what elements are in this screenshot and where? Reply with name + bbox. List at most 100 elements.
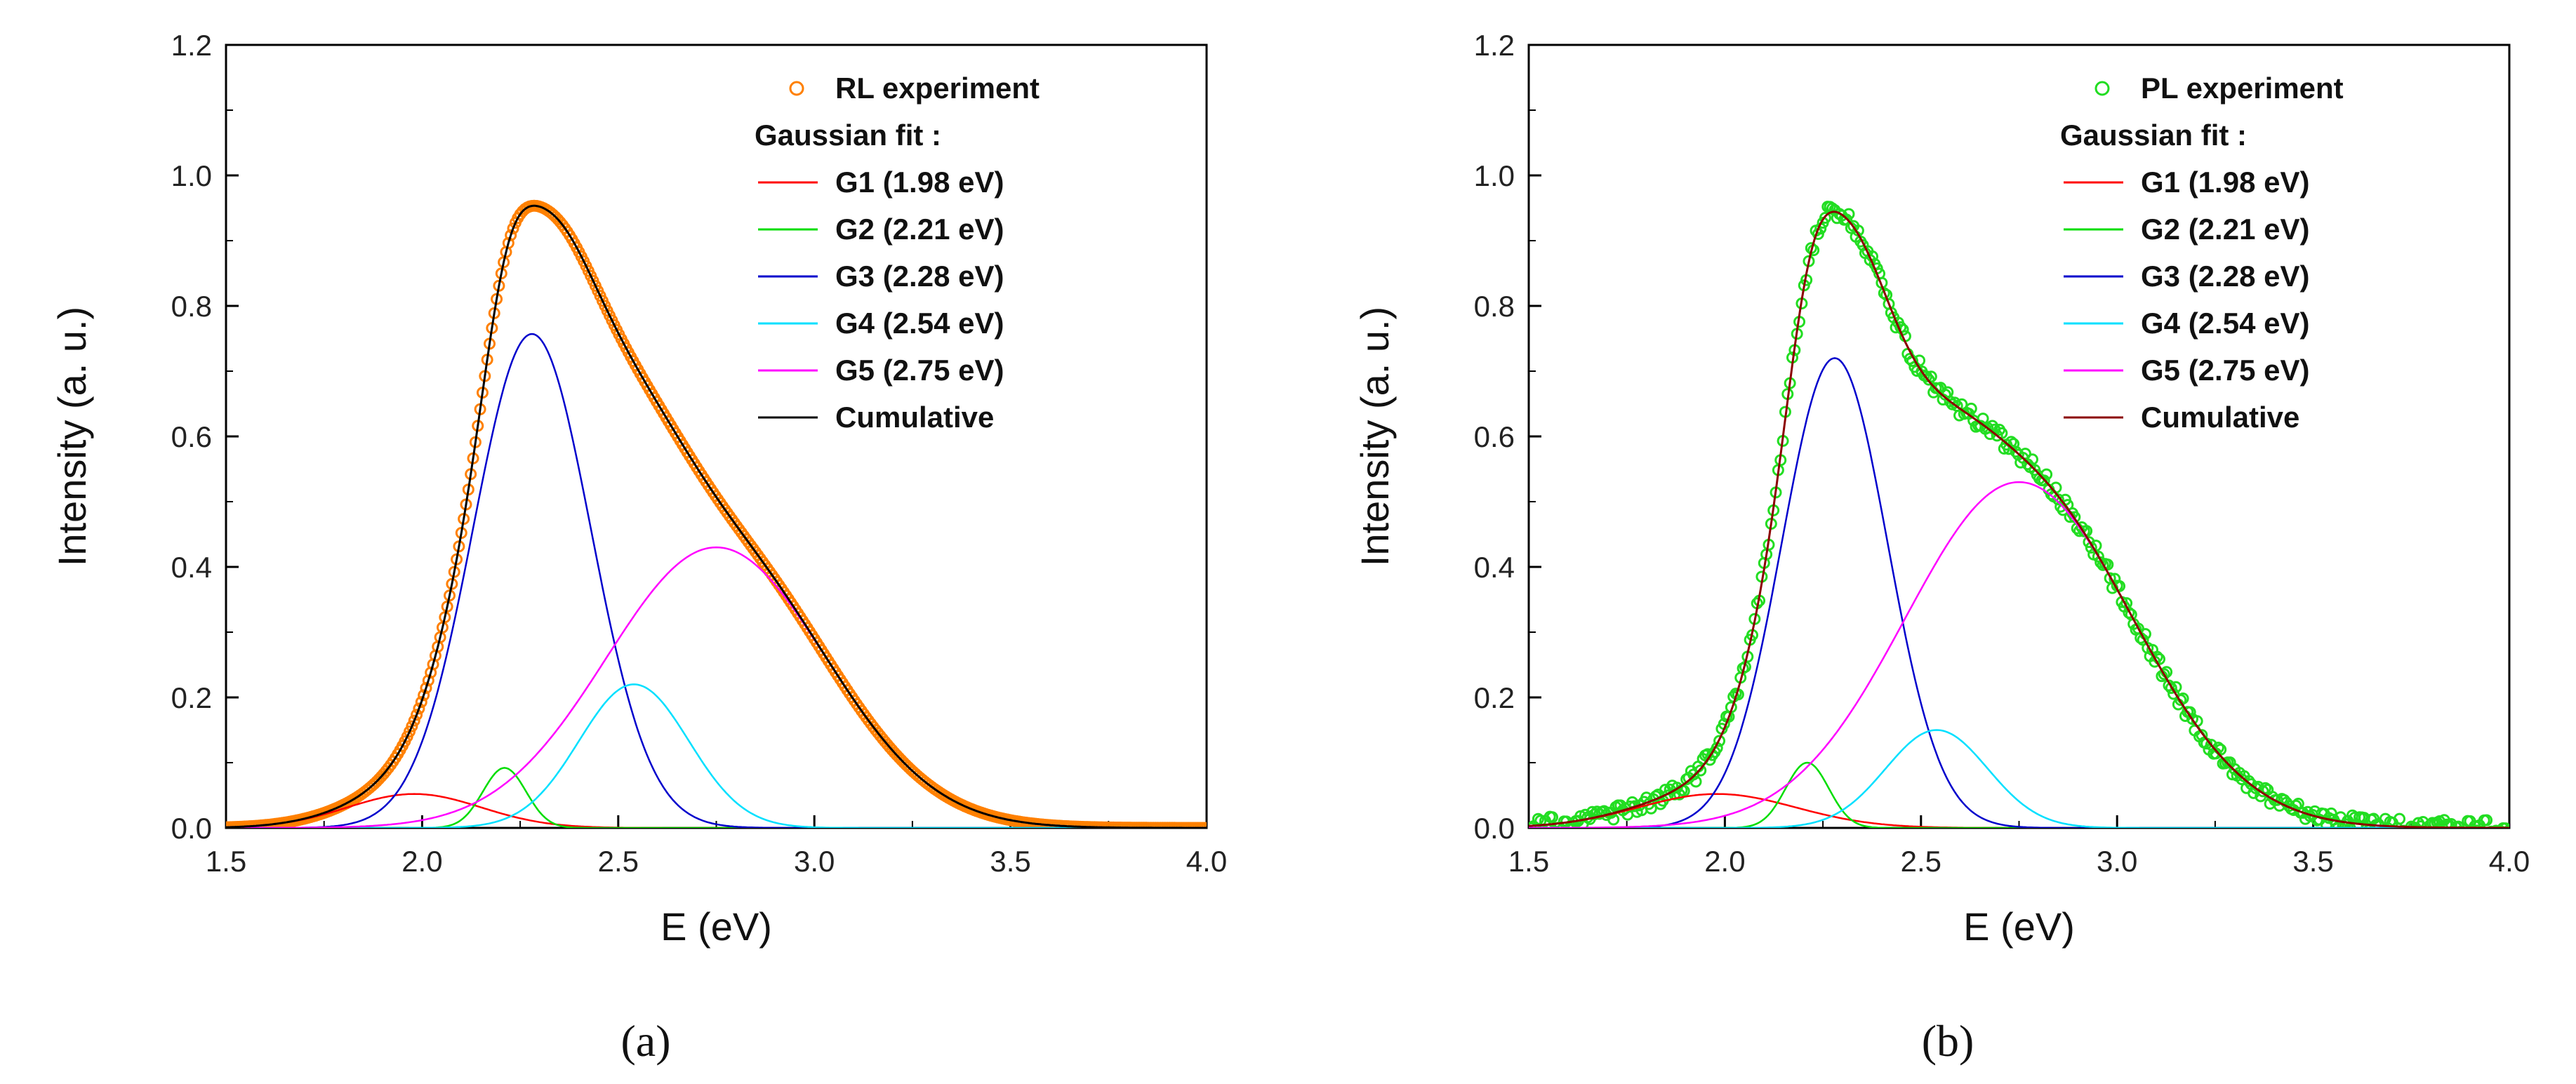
experiment-point <box>406 720 418 732</box>
experiment-point <box>2502 825 2509 828</box>
legend-marker-experiment <box>2094 81 2110 96</box>
legend-label-g3: G3 (2.28 eV) <box>2141 260 2309 293</box>
legend-label-experiment: PL experiment <box>2141 72 2344 105</box>
experiment-point <box>502 236 514 249</box>
experiment-point <box>418 689 430 702</box>
x-tick-label: 2.0 <box>401 845 442 878</box>
legend-label-cumulative: Cumulative <box>2141 401 2299 434</box>
plot-frame <box>225 44 1208 829</box>
x-axis-label: E (eV) <box>660 904 772 949</box>
experiment-point <box>2026 453 2038 466</box>
legend-label-g1: G1 (1.98 eV) <box>835 166 1004 199</box>
chart-panel-a: 1.5 2.0 2.5 3.0 3.5 4.0 0.0 0.2 0.4 0.6 0.8 1.0 1.2 E… <box>50 29 1227 1066</box>
x-tick-label: 3.0 <box>794 845 835 878</box>
experiment-point <box>2471 824 2483 828</box>
plot-area <box>226 199 1207 828</box>
experiment-point <box>2397 829 2407 839</box>
experiment-point <box>2038 474 2050 487</box>
plot-area <box>1529 201 2509 839</box>
legend-label-g4: G4 (2.54 eV) <box>2141 307 2309 340</box>
gaussian-component-g3 <box>226 333 1207 828</box>
legend: PL experiment Gaussian fit : G1 (1.98 eV) G… <box>2060 72 2344 434</box>
plot-frame <box>1527 44 2511 829</box>
experiment-point <box>2394 812 2406 825</box>
experiment-point <box>2040 468 2053 481</box>
gaussian-component-g1 <box>1529 793 2509 828</box>
x-tick-label: 2.5 <box>598 845 639 878</box>
experiment-point <box>2408 827 2410 828</box>
experiment-series <box>1529 201 2509 839</box>
y-tick-label: 1.0 <box>1474 159 1515 192</box>
gaussian-component-g2 <box>1529 761 2509 828</box>
experiment-point <box>2467 825 2478 828</box>
legend-label-experiment: RL experiment <box>835 72 1040 105</box>
x-tick-label: 1.5 <box>206 845 246 878</box>
experiment-series <box>226 199 1207 828</box>
y-tick-label: 0.2 <box>1474 681 1515 714</box>
gaussian-component-g3 <box>1529 357 2509 828</box>
x-tick-label: 3.0 <box>2097 845 2137 878</box>
experiment-point <box>2491 827 2496 828</box>
legend-header-gaussian-fit: Gaussian fit : <box>755 119 941 152</box>
x-tick-label: 3.5 <box>990 845 1030 878</box>
legend-label-g3: G3 (2.28 eV) <box>835 260 1004 293</box>
y-tick-label: 0.6 <box>1474 420 1515 453</box>
experiment-point <box>1713 735 1726 747</box>
x-axis-label: E (eV) <box>1963 904 2075 949</box>
y-axis-label: Intensity (a. u.) <box>1353 307 1397 566</box>
experiment-point <box>2486 825 2496 828</box>
experiment-point <box>1694 764 1707 777</box>
experiment-point <box>408 714 420 727</box>
experiment-point <box>2459 827 2467 828</box>
y-tick-label: 0.4 <box>171 551 212 584</box>
experiment-point <box>2445 818 2457 828</box>
y-tick-label: 0.4 <box>1474 551 1515 584</box>
experiment-point <box>2165 682 2177 695</box>
legend-label-g1: G1 (1.98 eV) <box>2141 166 2309 199</box>
experiment-point <box>2019 448 2031 460</box>
gaussian-component-g1 <box>226 793 1207 828</box>
chart-panel-b: 1.5 2.0 2.5 3.0 3.5 4.0 0.0 0.2 0.4 0.6 0.8 1.0 1.2 E… <box>1353 29 2530 1066</box>
gaussian-component-g5 <box>1529 481 2509 828</box>
gaussian-component-g4 <box>226 683 1207 828</box>
y-tick-label: 0.8 <box>171 290 212 323</box>
x-tick-label: 1.5 <box>1508 845 1549 878</box>
cumulative-fit-line <box>226 204 1207 828</box>
experiment-point <box>2123 606 2135 619</box>
experiment-point <box>422 674 434 687</box>
panel-caption: (a) <box>620 1016 670 1066</box>
experiment-point <box>1689 775 1702 788</box>
experiment-point <box>2377 827 2384 828</box>
legend: RL experiment Gaussian fit : G1 (1.98 eV) G… <box>755 72 1040 434</box>
y-tick-label: 0.6 <box>171 420 212 453</box>
x-tick-label: 2.5 <box>1901 845 1941 878</box>
experiment-point <box>2426 827 2429 828</box>
experiment-point <box>1843 208 1855 220</box>
y-tick-label: 1.2 <box>171 29 212 62</box>
experiment-point <box>1532 827 1539 828</box>
experiment-point <box>439 611 451 624</box>
legend-label-g2: G2 (2.21 eV) <box>835 213 1004 246</box>
experiment-point <box>1996 427 2008 439</box>
experiment-point <box>415 696 427 709</box>
y-tick-label: 0.0 <box>171 812 212 845</box>
legend-header-gaussian-fit: Gaussian fit : <box>2060 119 2247 152</box>
experiment-point <box>411 709 423 721</box>
experiment-point <box>1678 784 1690 797</box>
cumulative-fit-line <box>1529 210 2509 828</box>
legend-label-g5: G5 (2.75 eV) <box>2141 354 2309 387</box>
experiment-point <box>2481 814 2493 827</box>
experiment-point <box>2422 827 2429 828</box>
experiment-point <box>507 222 519 235</box>
experiment-point <box>1546 811 1559 824</box>
x-tick-label: 4.0 <box>1186 845 1227 878</box>
y-tick-label: 1.2 <box>1474 29 1515 62</box>
legend-label-g4: G4 (2.54 eV) <box>835 307 1004 340</box>
x-tick-label: 4.0 <box>2489 845 2530 878</box>
x-tick-label: 3.5 <box>2292 845 2333 878</box>
y-tick-label: 1.0 <box>171 159 212 192</box>
x-tick-label: 2.0 <box>1704 845 1745 878</box>
experiment-point <box>420 682 432 695</box>
experiment-point <box>2486 827 2492 828</box>
